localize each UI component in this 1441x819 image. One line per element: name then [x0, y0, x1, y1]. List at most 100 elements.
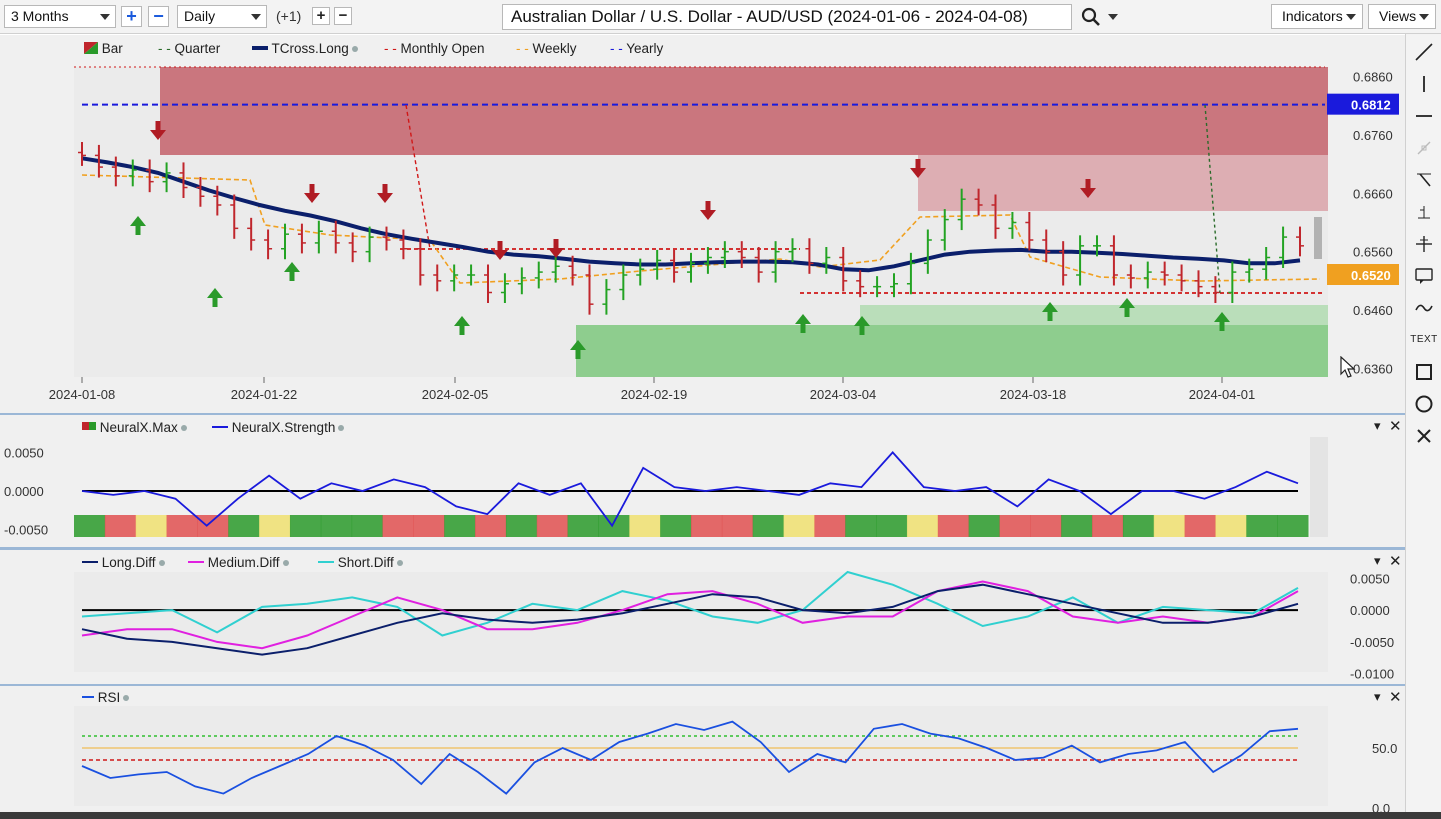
- vertical-line-button[interactable]: [1410, 70, 1438, 98]
- minus-icon: −: [153, 6, 164, 26]
- comment-button[interactable]: [1410, 262, 1438, 290]
- legend-rsi[interactable]: RSI: [82, 690, 130, 705]
- interval-select[interactable]: Daily: [177, 5, 267, 28]
- crosshair-button[interactable]: [1410, 230, 1438, 258]
- neural-max-cell: [660, 515, 692, 537]
- horizontal-line-icon: [1416, 115, 1432, 117]
- diff-chart[interactable]: 0.0050 0.0000 -0.0050 -0.0100: [0, 550, 1405, 684]
- views-button[interactable]: Views: [1368, 4, 1436, 29]
- x-tick-label: 2024-02-19: [621, 387, 688, 402]
- delete-drawings-button[interactable]: [1410, 422, 1438, 450]
- legend-monthly-open[interactable]: - - Monthly Open: [384, 41, 485, 56]
- minus-icon: −: [338, 7, 348, 24]
- neural-max-cell: [937, 515, 970, 537]
- legend-yearly[interactable]: - - Yearly: [610, 41, 663, 56]
- monthly-open-connector: [405, 104, 431, 250]
- legend-tcross[interactable]: TCross.Long: [252, 41, 358, 56]
- search-button[interactable]: [1080, 7, 1102, 27]
- sell-arrow: [155, 121, 161, 131]
- legend-medium-diff[interactable]: Medium.Diff: [188, 555, 289, 570]
- settings-dot-icon[interactable]: [338, 425, 345, 432]
- add-period-button[interactable]: +: [121, 6, 142, 27]
- legend-neural-max[interactable]: NeuralX.Max: [82, 420, 187, 435]
- solid-line-icon: [82, 696, 94, 698]
- y-tick-label: 50.0: [1372, 741, 1397, 756]
- legend-neural-strength-label: NeuralX.Strength: [231, 420, 336, 435]
- pitchfork-button[interactable]: [1410, 198, 1438, 226]
- mouse-cursor-icon: [1340, 356, 1356, 378]
- rsi-chart[interactable]: 50.0 0.0: [0, 686, 1405, 812]
- legend-neural-strength[interactable]: NeuralX.Strength: [212, 420, 345, 435]
- settings-dot-icon[interactable]: [158, 560, 165, 567]
- resistance-zone: [160, 67, 1328, 155]
- diff-pane-close[interactable]: ✕: [1389, 552, 1402, 570]
- chevron-down-icon: ▾: [1374, 418, 1381, 433]
- price-pane[interactable]: Bar - - Quarter TCross.Long - - Monthly …: [0, 35, 1405, 413]
- sell-arrow-head: [150, 130, 166, 140]
- settings-dot-icon[interactable]: [396, 560, 403, 567]
- settings-dot-icon[interactable]: [282, 560, 289, 567]
- neural-max-cell: [228, 515, 260, 537]
- symbol-title-field[interactable]: Australian Dollar / U.S. Dollar - AUD/US…: [502, 4, 1072, 30]
- price-chart[interactable]: 0.6860 0.6760 0.6660 0.6560 0.6460 0.6360 0.68…: [0, 35, 1405, 413]
- diff-pane[interactable]: Long.Diff Medium.Diff Short.Diff ▾ ✕ 0.0…: [0, 550, 1405, 684]
- search-icon: [1081, 7, 1100, 26]
- neural-legend: NeuralX.Max NeuralX.Strength: [82, 420, 482, 438]
- zoom-in-button[interactable]: +: [312, 7, 330, 25]
- rectangle-button[interactable]: [1410, 358, 1438, 386]
- ray-button[interactable]: [1410, 134, 1438, 162]
- horizontal-line-button[interactable]: [1410, 102, 1438, 130]
- legend-quarter[interactable]: - - Quarter: [158, 41, 220, 56]
- diff-pane-menu[interactable]: ▾: [1374, 553, 1381, 569]
- remove-period-button[interactable]: −: [148, 6, 169, 27]
- sell-arrow: [309, 184, 315, 194]
- text-tool-button[interactable]: TEXT: [1410, 326, 1438, 354]
- y-tick-label: 0.6560: [1353, 245, 1393, 260]
- last-price-badge: [1327, 264, 1399, 285]
- search-dropdown-icon[interactable]: [1108, 14, 1118, 20]
- neural-max-cell: [845, 515, 877, 537]
- legend-bar[interactable]: Bar: [84, 41, 123, 56]
- close-icon: [1417, 429, 1431, 443]
- buy-arrow: [859, 325, 865, 335]
- neural-pane-close[interactable]: ✕: [1389, 417, 1402, 435]
- rsi-pane-close[interactable]: ✕: [1389, 688, 1402, 706]
- rsi-pane-menu[interactable]: ▾: [1374, 689, 1381, 705]
- neural-max-cell: [135, 515, 168, 537]
- pane-divider[interactable]: [0, 413, 1405, 415]
- fib-button[interactable]: [1410, 166, 1438, 194]
- y-tick-label: -0.0050: [1350, 635, 1394, 650]
- period-select[interactable]: 3 Months: [4, 5, 116, 28]
- dashed-line-icon: - -: [158, 41, 171, 56]
- sell-arrow: [382, 184, 388, 194]
- pane-divider[interactable]: [0, 684, 1405, 686]
- rsi-pane[interactable]: RSI ▾ ✕ 50.0 0.0: [0, 686, 1405, 812]
- y-tick-label: 0.0: [1372, 801, 1390, 812]
- sell-arrow-head: [1080, 188, 1096, 198]
- settings-dot-icon[interactable]: [180, 425, 187, 432]
- pitchfork-icon: [1418, 206, 1430, 219]
- neural-max-cell: [104, 515, 137, 537]
- dashed-line-icon: - -: [384, 41, 397, 56]
- curve-button[interactable]: [1410, 294, 1438, 322]
- circle-button[interactable]: [1410, 390, 1438, 418]
- indicators-button[interactable]: Indicators: [1271, 4, 1363, 29]
- neural-max-cell: [1061, 515, 1093, 537]
- rectangle-icon: [1416, 364, 1432, 380]
- legend-weekly[interactable]: - - Weekly: [516, 41, 577, 56]
- zoom-out-button[interactable]: −: [334, 7, 352, 25]
- buy-arrow: [135, 225, 141, 235]
- line-tool-button[interactable]: [1410, 38, 1438, 66]
- chevron-down-icon: [1346, 14, 1356, 20]
- legend-long-diff[interactable]: Long.Diff: [82, 555, 165, 570]
- neural-pane-menu[interactable]: ▾: [1374, 418, 1381, 434]
- x-tick-label: 2024-02-05: [422, 387, 489, 402]
- neural-max-cell: [413, 515, 445, 537]
- settings-dot-icon[interactable]: [123, 695, 130, 702]
- diff-legend: Long.Diff Medium.Diff Short.Diff: [82, 555, 482, 573]
- pane-divider[interactable]: [0, 547, 1405, 550]
- settings-dot-icon[interactable]: [351, 46, 358, 53]
- legend-short-diff[interactable]: Short.Diff: [318, 555, 403, 570]
- neural-chart[interactable]: 0.0050 0.0000 -0.0050: [0, 415, 1405, 547]
- neural-pane[interactable]: NeuralX.Max NeuralX.Strength ▾ ✕ 0.0050 0…: [0, 415, 1405, 547]
